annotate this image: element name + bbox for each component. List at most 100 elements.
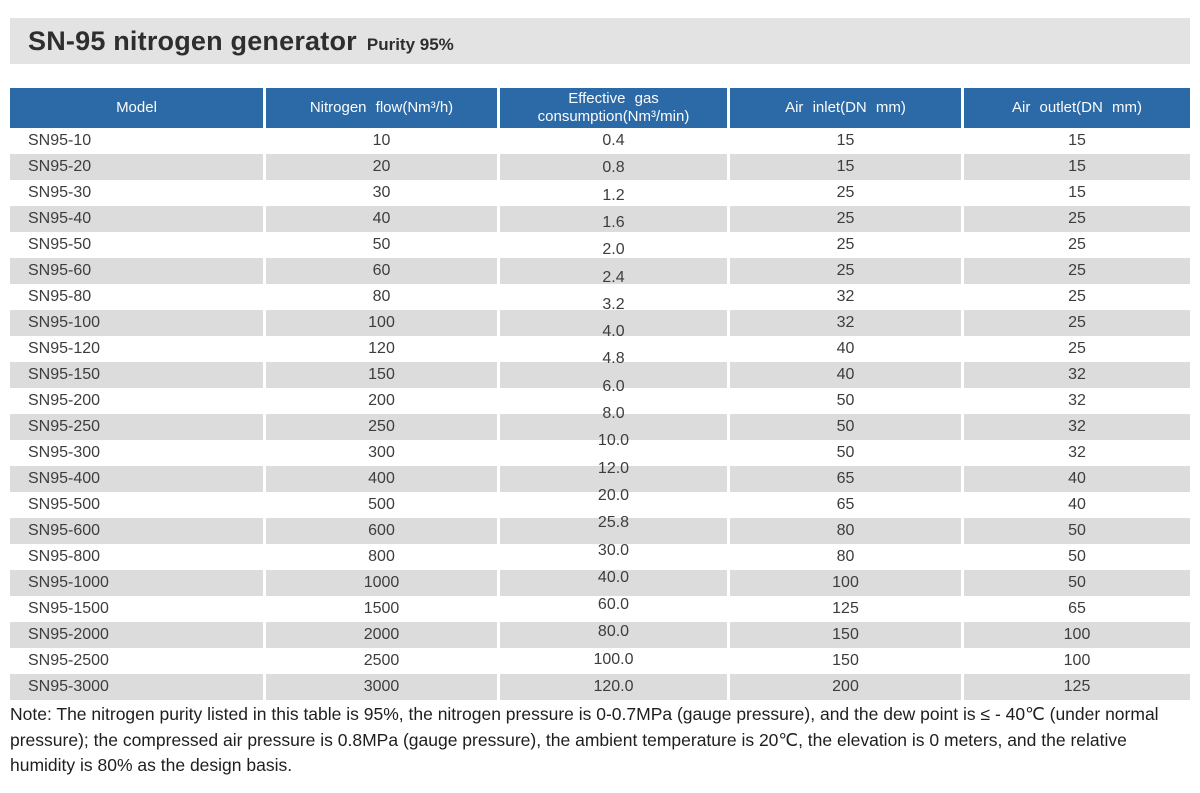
table-row: SN95-400 400 65 40: [10, 466, 1190, 492]
table-cell-air-inlet: 15: [730, 154, 961, 180]
table-cell-model: SN95-600: [10, 518, 263, 544]
consumption-value: 2.0: [602, 241, 625, 258]
table-cell-air-inlet: 65: [730, 466, 961, 492]
table-row: SN95-10 10 15 15: [10, 128, 1190, 154]
table-body: SN95-10 10 15 15 SN95-20 20 15 15 SN95-30 30 25 15 S…: [10, 128, 1190, 700]
table-cell-air-outlet: 15: [964, 154, 1190, 180]
table-row: SN95-2000 2000 150 100: [10, 622, 1190, 648]
table-row: SN95-250 250 50 32: [10, 414, 1190, 440]
table-cell-nitrogen-flow: 50: [372, 236, 391, 253]
table-cell-air-inlet: 40: [730, 362, 961, 388]
table-cell-consumption-spacer: [500, 622, 727, 648]
consumption-value: 40.0: [597, 569, 630, 586]
table-cell-consumption-spacer: [500, 206, 727, 232]
table-row: SN95-30 30 25 15: [10, 180, 1190, 206]
table-cell-nitrogen-flow: 500: [368, 496, 395, 513]
table-row: SN95-50 50 25 25: [10, 232, 1190, 258]
table-cell-air-inlet: 15: [836, 132, 855, 149]
table-cell-model: SN95-2000: [10, 622, 263, 648]
table-cell-nitrogen-flow: 300: [368, 444, 395, 461]
table-cell-model: SN95-10: [28, 132, 92, 149]
table-header-row: Model Nitrogen flow(Nm³/h) Effective gas co…: [10, 88, 1190, 128]
table-cell-air-inlet: 25: [730, 258, 961, 284]
table-cell-consumption-spacer: [500, 570, 727, 596]
table-cell-air-inlet: 50: [836, 392, 855, 409]
table-cell-nitrogen-flow: 3000: [266, 674, 497, 700]
spec-table: Model Nitrogen flow(Nm³/h) Effective gas co…: [10, 88, 1190, 700]
header-cell-effective-gas-consumption: Effective gas consumption(Nm³/min): [500, 88, 727, 128]
table-row: SN95-40 40 25 25: [10, 206, 1190, 232]
table-cell-air-outlet: 25: [1068, 236, 1086, 253]
table-cell-air-inlet: 40: [836, 340, 855, 357]
table-cell-nitrogen-flow: 60: [266, 258, 497, 284]
header-cell-air-outlet: Air outlet(DN mm): [964, 88, 1190, 128]
table-cell-nitrogen-flow: 250: [266, 414, 497, 440]
table-cell-model: SN95-800: [28, 548, 101, 565]
table-row: SN95-600 600 80 50: [10, 518, 1190, 544]
table-cell-air-outlet: 15: [1068, 184, 1086, 201]
table-row: SN95-800 800 80 50: [10, 544, 1190, 570]
table-row: SN95-80 80 32 25: [10, 284, 1190, 310]
table-cell-model: SN95-2500: [28, 652, 109, 669]
table-cell-air-inlet: 50: [836, 444, 855, 461]
table-cell-air-outlet: 25: [1068, 288, 1086, 305]
table-cell-air-outlet: 25: [964, 258, 1190, 284]
table-cell-model: SN95-30: [28, 184, 92, 201]
table-cell-nitrogen-flow: 120: [368, 340, 395, 357]
table-row: SN95-20 20 15 15: [10, 154, 1190, 180]
table-row: SN95-200 200 50 32: [10, 388, 1190, 414]
table-cell-consumption-spacer: [500, 466, 727, 492]
table-cell-air-outlet: 25: [964, 206, 1190, 232]
table-row: SN95-60 60 25 25: [10, 258, 1190, 284]
table-cell-air-inlet: 25: [836, 184, 855, 201]
consumption-value: 8.0: [602, 405, 625, 422]
consumption-value: 120.0: [593, 678, 634, 695]
table-cell-air-outlet: 100: [964, 622, 1190, 648]
table-cell-nitrogen-flow: 2000: [266, 622, 497, 648]
table-cell-air-outlet: 65: [1068, 600, 1086, 617]
table-cell-nitrogen-flow: 400: [266, 466, 497, 492]
table-cell-consumption-spacer: [500, 258, 727, 284]
table-cell-consumption-spacer: [500, 674, 727, 700]
table-cell-air-inlet: 150: [832, 652, 859, 669]
table-cell-nitrogen-flow: 80: [372, 288, 391, 305]
consumption-value: 100.0: [593, 651, 634, 668]
table-cell-air-outlet: 100: [1063, 652, 1091, 669]
table-cell-consumption-spacer: [500, 310, 727, 336]
table-row: SN95-3000 3000 200 125: [10, 674, 1190, 700]
consumption-value: 1.2: [602, 187, 625, 204]
table-cell-air-outlet: 50: [964, 518, 1190, 544]
table-cell-air-outlet: 40: [964, 466, 1190, 492]
consumption-value: 1.6: [602, 214, 625, 231]
consumption-value: 10.0: [597, 432, 630, 449]
table-cell-model: SN95-40: [10, 206, 263, 232]
table-cell-air-inlet: 32: [730, 310, 961, 336]
table-cell-nitrogen-flow: 2500: [363, 652, 400, 669]
table-cell-air-inlet: 32: [836, 288, 855, 305]
table-row: SN95-1000 1000 100 50: [10, 570, 1190, 596]
table-row: SN95-100 100 32 25: [10, 310, 1190, 336]
table-cell-air-inlet: 80: [836, 548, 855, 565]
table-cell-model: SN95-3000: [10, 674, 263, 700]
consumption-value: 2.4: [602, 269, 625, 286]
table-cell-air-outlet: 32: [1068, 444, 1086, 461]
table-cell-nitrogen-flow: 1000: [266, 570, 497, 596]
table-cell-nitrogen-flow: 100: [266, 310, 497, 336]
table-cell-air-outlet: 50: [1068, 548, 1086, 565]
title-bar: SN-95 nitrogen generator Purity 95%: [10, 18, 1190, 64]
table-cell-nitrogen-flow: 30: [372, 184, 391, 201]
table-cell-consumption-spacer: [500, 414, 727, 440]
table-cell-consumption-spacer: [500, 518, 727, 544]
table-cell-nitrogen-flow: 600: [266, 518, 497, 544]
table-cell-air-outlet: 32: [964, 414, 1190, 440]
header-cell-model: Model: [10, 88, 263, 128]
consumption-value: 60.0: [597, 596, 630, 613]
table-cell-air-outlet: 40: [1068, 496, 1086, 513]
table-cell-air-outlet: 50: [964, 570, 1190, 596]
consumption-column-values: 0.4 0.8 1.2 1.6 2.0 2.4 3.2 4.0 4.8 6.0 8.0 10.0 12.…: [500, 128, 727, 700]
table-cell-air-outlet: 125: [964, 674, 1190, 700]
header-cell-air-inlet: Air inlet(DN mm): [730, 88, 961, 128]
consumption-value: 6.0: [602, 378, 625, 395]
consumption-value: 0.4: [602, 132, 625, 149]
table-cell-air-inlet: 50: [730, 414, 961, 440]
